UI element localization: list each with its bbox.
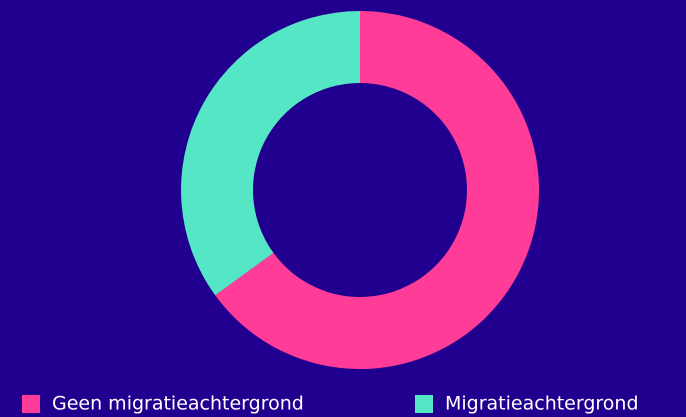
donut-segment <box>181 11 360 296</box>
donut-segment <box>215 11 539 370</box>
legend-label: Migratieachtergrond <box>445 393 639 415</box>
legend-swatch <box>22 395 40 413</box>
legend-label: Geen migratieachtergrond <box>52 393 304 415</box>
legend-swatch <box>415 395 433 413</box>
